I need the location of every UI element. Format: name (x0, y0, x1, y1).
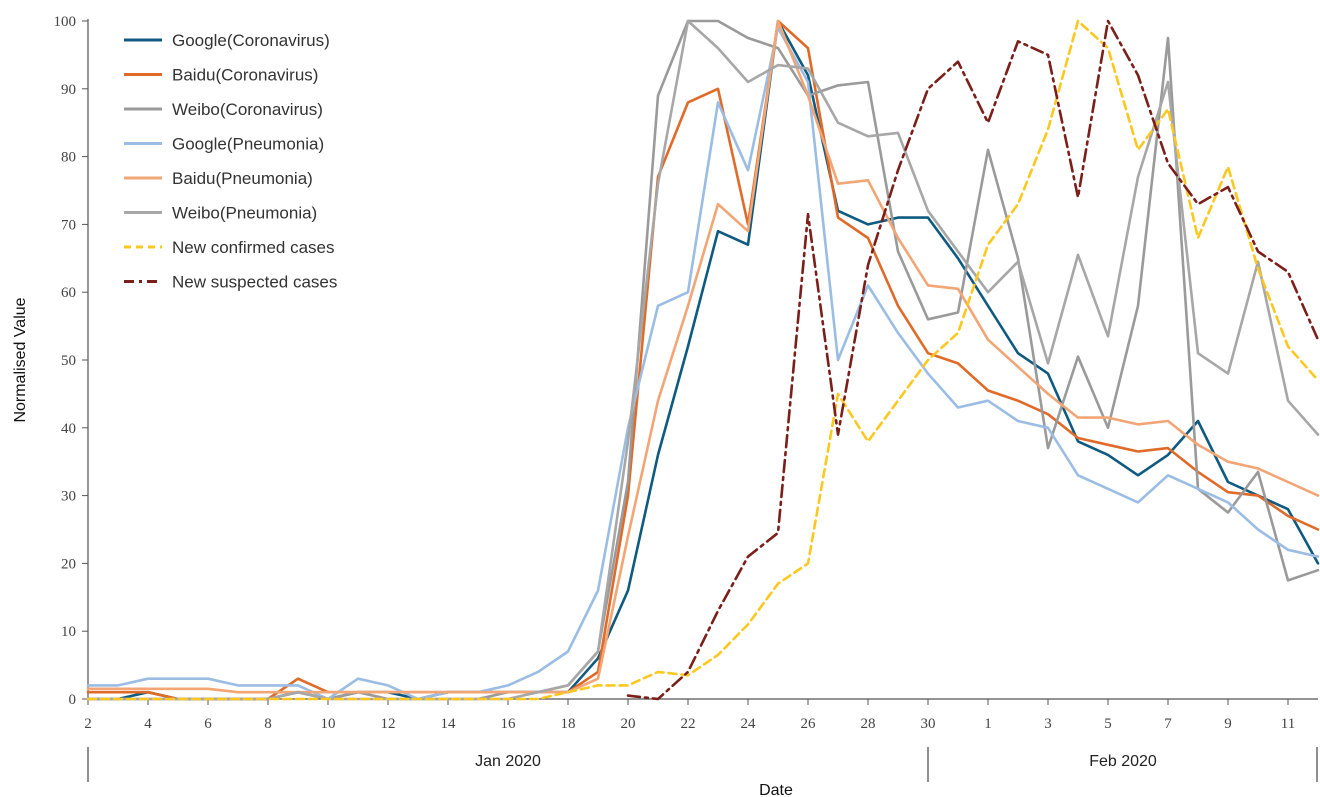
x-tick-label: 9 (1224, 716, 1232, 732)
series-line (86, 19, 1320, 701)
series-line (86, 19, 1320, 701)
x-tick-label: 28 (861, 716, 876, 732)
x-tick-label: 3 (1044, 716, 1052, 732)
x-tick-label: 22 (681, 716, 696, 732)
y-axis-title: Normalised Value (12, 297, 29, 422)
x-tick-label: 10 (321, 716, 336, 732)
x-tick-label: 14 (441, 716, 457, 732)
x-axis-title: Date (759, 782, 793, 797)
x-tick-label: 2 (84, 716, 92, 732)
x-tick-label: 20 (621, 716, 636, 732)
series-lines (86, 19, 1320, 701)
series-line (86, 19, 1320, 701)
y-tick-label: 100 (54, 14, 77, 30)
legend-label: New confirmed cases (172, 238, 335, 257)
x-tick-label: 4 (144, 716, 152, 732)
x-tick-label: 8 (264, 716, 272, 732)
legend-label: Weibo(Coronavirus) (172, 100, 323, 119)
series-line (86, 19, 1320, 701)
month-label: Feb 2020 (1089, 753, 1157, 770)
legend-label: Google(Pneumonia) (172, 135, 324, 154)
x-tick-label: 16 (501, 716, 517, 732)
series-line (86, 19, 1320, 701)
x-tick-label: 12 (381, 716, 396, 732)
axes (87, 19, 1318, 782)
x-tick-label: 11 (1281, 716, 1295, 732)
x-tick-label: 5 (1104, 716, 1112, 732)
month-label: Jan 2020 (475, 753, 541, 770)
series-line (86, 26, 1320, 701)
legend: Google(Coronavirus) Baidu(Coronavirus) Wei… (124, 31, 337, 292)
y-tick-label: 50 (61, 353, 76, 369)
x-tick-label: 26 (801, 716, 817, 732)
legend-label: Weibo(Pneumonia) (172, 204, 317, 223)
x-tick-label: 30 (921, 716, 936, 732)
x-tick-label: 1 (984, 716, 992, 732)
y-tick-label: 40 (61, 421, 76, 437)
y-tick-label: 30 (61, 489, 76, 505)
series-line (626, 19, 1320, 701)
x-tick-label: 24 (741, 716, 757, 732)
y-tick-label: 10 (61, 624, 76, 640)
y-tick-label: 60 (61, 285, 76, 301)
y-tick-label: 0 (69, 692, 77, 708)
series-line (86, 19, 1320, 694)
y-tick-label: 90 (61, 82, 76, 98)
legend-label: Baidu(Pneumonia) (172, 169, 313, 188)
x-tick-label: 7 (1164, 716, 1172, 732)
legend-label: Google(Coronavirus) (172, 31, 330, 50)
y-tick-label: 70 (61, 217, 76, 233)
x-tick-label: 6 (204, 716, 212, 732)
y-tick-label: 20 (61, 556, 76, 572)
y-tick-label: 80 (61, 150, 76, 166)
legend-label: New suspected cases (172, 273, 337, 292)
x-tick-label: 18 (561, 716, 576, 732)
legend-label: Baidu(Coronavirus) (172, 66, 318, 85)
